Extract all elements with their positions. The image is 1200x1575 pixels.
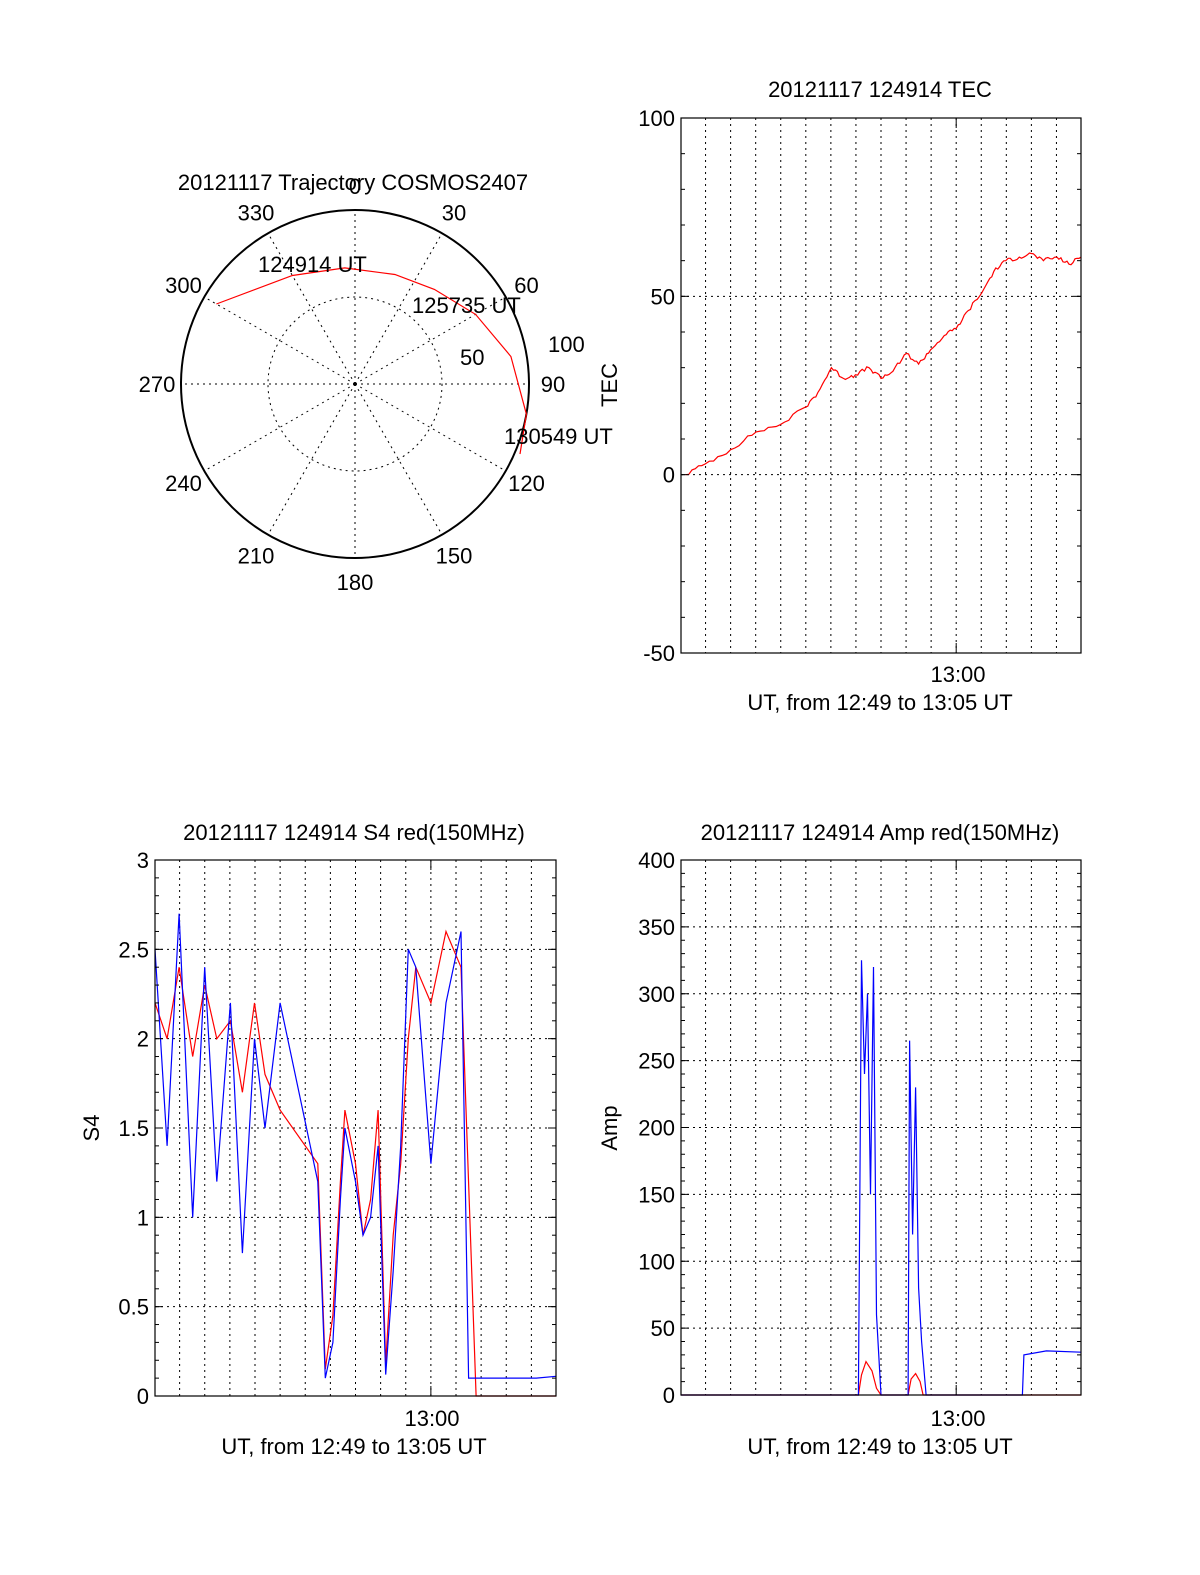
s4-y-tick-labels: 0 0.5 1 1.5 2 2.5 3 (118, 848, 149, 1409)
s4-ytick-label: 3 (137, 848, 149, 873)
tec-ylabel: TEC (597, 363, 622, 407)
tec-series-0 (685, 252, 1082, 476)
amp-y-tick-labels: 0 50 100 150 200 250 300 350 400 (638, 848, 675, 1408)
amp-ytick-label: 200 (638, 1116, 675, 1141)
polar-angle-label-150: 150 (436, 544, 473, 569)
polar-spoke-210 (267, 383, 356, 535)
trajectory-track (216, 267, 528, 455)
polar-inner-circle (267, 296, 443, 472)
amp-ylabel: Amp (597, 1105, 622, 1150)
amp-ytick-label: 350 (638, 915, 675, 940)
tec-ticks (681, 117, 1081, 654)
polar-spoke-30 (354, 233, 443, 385)
tec-x-tick-label: 13:00 (930, 662, 985, 687)
s4-title: 20121117 124914 S4 red(150MHz) (183, 820, 525, 845)
s4-xlabel: UT, from 12:49 to 13:05 UT (221, 1434, 486, 1459)
s4-plot: 20121117 124914 S4 red(150MHz) 0 0.5 1 1.5 2… (79, 820, 557, 1459)
tec-y-tick-labels: -50 0 50 100 (638, 106, 675, 666)
tec-ytick-label: -50 (643, 641, 675, 666)
s4-ylabel: S4 (79, 1115, 104, 1142)
s4-ytick-label: 2 (137, 1027, 149, 1052)
tec-frame (680, 117, 1082, 654)
polar-spoke-120 (354, 383, 506, 472)
amp-xlabel: UT, from 12:49 to 13:05 UT (747, 1434, 1012, 1459)
amp-x-tick-label: 13:00 (930, 1406, 985, 1431)
amp-ytick-label: 300 (638, 982, 675, 1007)
tec-xlabel: UT, from 12:49 to 13:05 UT (747, 690, 1012, 715)
polar-spoke-330 (267, 233, 356, 385)
polar-outer-circle (180, 209, 530, 559)
polar-title: 20121117 Trajectory COSMOS2407 (178, 170, 528, 195)
track-label-start: 124914 UT (258, 252, 367, 277)
polar-angle-label-180: 180 (337, 570, 374, 595)
s4-series-1 (154, 913, 557, 1379)
polar-angle-label-0: 0 (349, 174, 361, 199)
track-label-mid: 125735 UT (412, 293, 521, 318)
polar-angle-label-60: 60 (514, 273, 538, 298)
amp-ytick-label: 100 (638, 1249, 675, 1274)
tec-ytick-label: 0 (663, 463, 675, 488)
polar-radial-label-50: 50 (460, 345, 484, 370)
tec-ytick-label: 50 (651, 284, 675, 309)
polar-angle-label-240: 240 (165, 471, 202, 496)
s4-ytick-label: 1 (137, 1205, 149, 1230)
s4-ticks (155, 859, 556, 1397)
polar-spoke-150 (354, 383, 443, 535)
amp-ytick-label: 50 (651, 1316, 675, 1341)
amp-title: 20121117 124914 Amp red(150MHz) (701, 820, 1060, 845)
s4-x-tick-label: 13:00 (404, 1406, 459, 1431)
tec-ytick-label: 100 (638, 106, 675, 131)
polar-spoke-240 (204, 383, 356, 472)
polar-angle-label-210: 210 (238, 544, 275, 569)
track-label-end: 130549 UT (504, 424, 613, 449)
polar-angle-label-270: 270 (139, 372, 176, 397)
polar-spokes (181, 210, 529, 558)
polar-angle-label-300: 300 (165, 273, 202, 298)
polar-radial-label-100: 100 (548, 332, 585, 357)
tec-series (685, 252, 1082, 476)
amp-ytick-label: 150 (638, 1182, 675, 1207)
amp-ytick-label: 400 (638, 848, 675, 873)
s4-ytick-label: 1.5 (118, 1116, 149, 1141)
polar-angle-labels: 0 30 60 90 120 150 180 210 240 270 300 330 (139, 174, 566, 595)
tec-title: 20121117 124914 TEC (768, 77, 992, 102)
s4-grid (155, 860, 556, 1396)
amp-ticks (681, 859, 1081, 1396)
amp-plot: 20121117 124914 Amp red(150MHz) 0 50 100 15… (597, 820, 1082, 1459)
s4-ytick-label: 0 (137, 1384, 149, 1409)
s4-ytick-label: 2.5 (118, 937, 149, 962)
s4-series-0 (154, 929, 556, 1397)
polar-angle-label-120: 120 (508, 471, 545, 496)
polar-angle-label-30: 30 (442, 201, 466, 226)
tec-plot: 20121117 124914 TEC -50 0 50 100 13:00 UT, … (597, 77, 1082, 715)
tec-grid (681, 118, 1081, 653)
amp-ytick-label: 0 (663, 1383, 675, 1408)
s4-ytick-label: 0.5 (118, 1295, 149, 1320)
polar-trajectory-plot: 20121117 Trajectory COSMOS2407 0 30 60 90 12… (139, 170, 613, 595)
polar-angle-label-330: 330 (238, 201, 275, 226)
polar-spoke-60 (354, 296, 506, 385)
polar-angle-label-90: 90 (541, 372, 565, 397)
polar-spoke-300 (204, 296, 356, 385)
amp-grid (681, 860, 1081, 1395)
amp-ytick-label: 250 (638, 1049, 675, 1074)
s4-series (154, 913, 557, 1397)
